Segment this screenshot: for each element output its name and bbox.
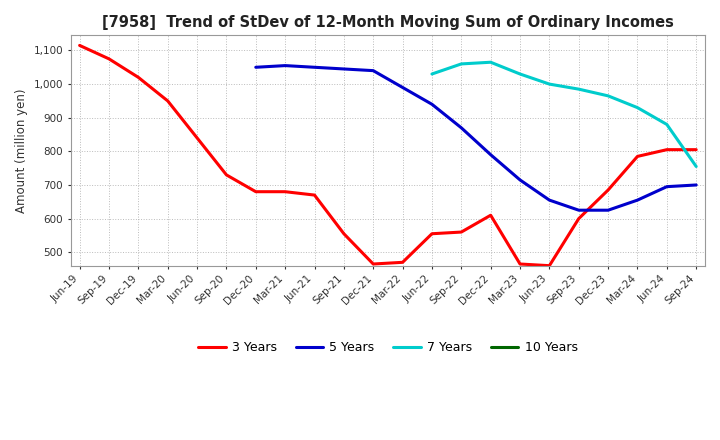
5 Years — [662, 184, 671, 189]
3 Years — [486, 213, 495, 218]
Line: 3 Years: 3 Years — [80, 45, 696, 266]
5 Years — [604, 208, 613, 213]
3 Years — [193, 135, 202, 140]
3 Years — [76, 43, 84, 48]
Legend: 3 Years, 5 Years, 7 Years, 10 Years: 3 Years, 5 Years, 7 Years, 10 Years — [193, 337, 582, 359]
5 Years — [575, 208, 583, 213]
5 Years — [545, 198, 554, 203]
7 Years — [486, 59, 495, 65]
3 Years — [134, 75, 143, 80]
5 Years — [398, 85, 407, 90]
3 Years — [281, 189, 289, 194]
Line: 7 Years: 7 Years — [432, 62, 696, 166]
Y-axis label: Amount (million yen): Amount (million yen) — [15, 88, 28, 213]
5 Years — [428, 102, 436, 107]
5 Years — [340, 66, 348, 72]
5 Years — [310, 65, 319, 70]
3 Years — [310, 192, 319, 198]
3 Years — [457, 229, 466, 235]
3 Years — [398, 260, 407, 265]
7 Years — [575, 87, 583, 92]
3 Years — [251, 189, 260, 194]
7 Years — [457, 61, 466, 66]
5 Years — [516, 177, 524, 183]
3 Years — [104, 56, 113, 62]
5 Years — [369, 68, 377, 73]
3 Years — [340, 231, 348, 236]
5 Years — [457, 125, 466, 130]
3 Years — [545, 263, 554, 268]
7 Years — [604, 93, 613, 99]
3 Years — [428, 231, 436, 236]
5 Years — [281, 63, 289, 68]
5 Years — [633, 198, 642, 203]
7 Years — [633, 105, 642, 110]
3 Years — [633, 154, 642, 159]
3 Years — [369, 261, 377, 267]
5 Years — [486, 152, 495, 158]
5 Years — [251, 65, 260, 70]
5 Years — [692, 182, 701, 187]
3 Years — [222, 172, 230, 177]
3 Years — [163, 98, 172, 103]
7 Years — [428, 71, 436, 77]
3 Years — [575, 216, 583, 221]
7 Years — [516, 71, 524, 77]
7 Years — [545, 81, 554, 87]
3 Years — [692, 147, 701, 152]
Line: 5 Years: 5 Years — [256, 66, 696, 210]
7 Years — [692, 164, 701, 169]
3 Years — [516, 261, 524, 267]
3 Years — [662, 147, 671, 152]
7 Years — [662, 122, 671, 127]
Title: [7958]  Trend of StDev of 12-Month Moving Sum of Ordinary Incomes: [7958] Trend of StDev of 12-Month Moving… — [102, 15, 674, 30]
3 Years — [604, 187, 613, 193]
